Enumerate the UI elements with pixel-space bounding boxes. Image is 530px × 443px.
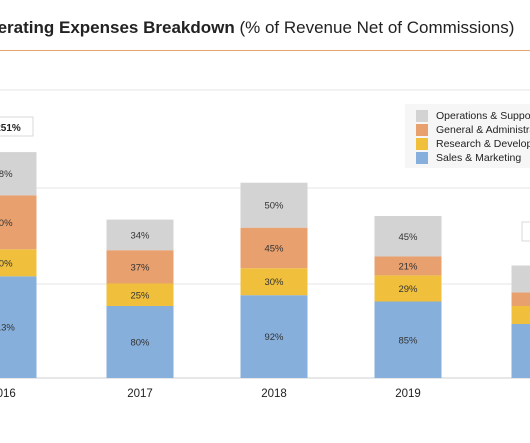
data-label-operations-2017: 34% — [130, 230, 150, 241]
legend-label-general: General & Administrative — [436, 123, 530, 136]
chart-title-rest: (% of Revenue Net of Commissions) — [234, 18, 515, 37]
title-accent-rule — [0, 50, 530, 51]
bar-operations-2019 — [374, 216, 442, 257]
data-label-general-2018: 45% — [264, 243, 284, 254]
x-tick-label-2019: 2019 — [395, 388, 421, 400]
data-label-sales-2016: 113% — [0, 323, 15, 334]
legend-item-operations: Operations & Support — [416, 109, 530, 122]
bar-operations-2017 — [106, 219, 174, 251]
chart-legend: Operations & Support General & Administr… — [405, 104, 530, 168]
legend-swatch-sales — [416, 151, 428, 164]
x-tick-label-2016: 2016 — [0, 388, 16, 400]
bar-operations-2016 — [0, 152, 37, 196]
data-label-research-2017: 25% — [130, 290, 150, 301]
legend-swatch-general — [416, 123, 428, 136]
data-label-research-2019: 29% — [398, 284, 418, 295]
bar-sales-2018 — [240, 295, 308, 378]
legend-label-sales: Sales & Marketing — [436, 151, 522, 164]
legend-item-general: General & Administrative — [416, 123, 530, 136]
data-label-research-2018: 30% — [264, 277, 284, 288]
bar-operations-2020 — [511, 265, 530, 293]
total-label-2016: 251% — [0, 123, 21, 134]
legend-swatch-research — [416, 137, 428, 150]
legend-label-research: Research & Development — [436, 137, 530, 150]
bar-research-2016 — [0, 249, 37, 277]
data-label-operations-2018: 50% — [264, 201, 284, 212]
bar-general-2016 — [0, 195, 37, 250]
total-box-2016 — [0, 116, 34, 137]
data-label-operations-2019: 45% — [398, 232, 418, 243]
bar-research-2019 — [374, 275, 442, 302]
bar-sales-2019 — [374, 301, 442, 378]
bar-sales-2020 — [511, 324, 530, 378]
bar-general-2018 — [240, 227, 308, 269]
chart-title-bold: Operating Expenses Breakdown — [0, 18, 235, 37]
x-tick-label-2017: 2017 — [127, 388, 153, 400]
total-box-2020 — [521, 221, 530, 242]
data-label-sales-2018: 92% — [264, 332, 284, 343]
legend-label-operations: Operations & Support — [436, 109, 530, 122]
bar-research-2017 — [106, 283, 174, 306]
legend-item-research: Research & Development — [416, 137, 530, 150]
bar-general-2017 — [106, 250, 174, 284]
data-label-operations-2016: 48% — [0, 169, 13, 180]
data-label-general-2016: 60% — [0, 218, 13, 229]
bar-research-2020 — [511, 306, 530, 324]
data-label-general-2017: 37% — [130, 262, 150, 273]
x-tick-label-2018: 2018 — [261, 388, 287, 400]
bar-general-2020 — [511, 292, 530, 306]
legend-swatch-operations — [416, 109, 428, 122]
data-label-research-2016: 30% — [0, 258, 13, 269]
bar-sales-2016 — [0, 276, 37, 378]
data-label-general-2019: 21% — [398, 261, 418, 272]
data-label-sales-2017: 80% — [130, 338, 150, 349]
data-label-sales-2019: 85% — [398, 335, 418, 346]
bar-operations-2018 — [240, 182, 308, 228]
legend-item-sales: Sales & Marketing — [416, 151, 521, 164]
bar-sales-2017 — [106, 306, 174, 378]
bar-general-2019 — [374, 256, 442, 276]
chart-title: Operating Expenses Breakdown (% of Reven… — [0, 18, 514, 38]
bar-research-2018 — [240, 268, 308, 296]
